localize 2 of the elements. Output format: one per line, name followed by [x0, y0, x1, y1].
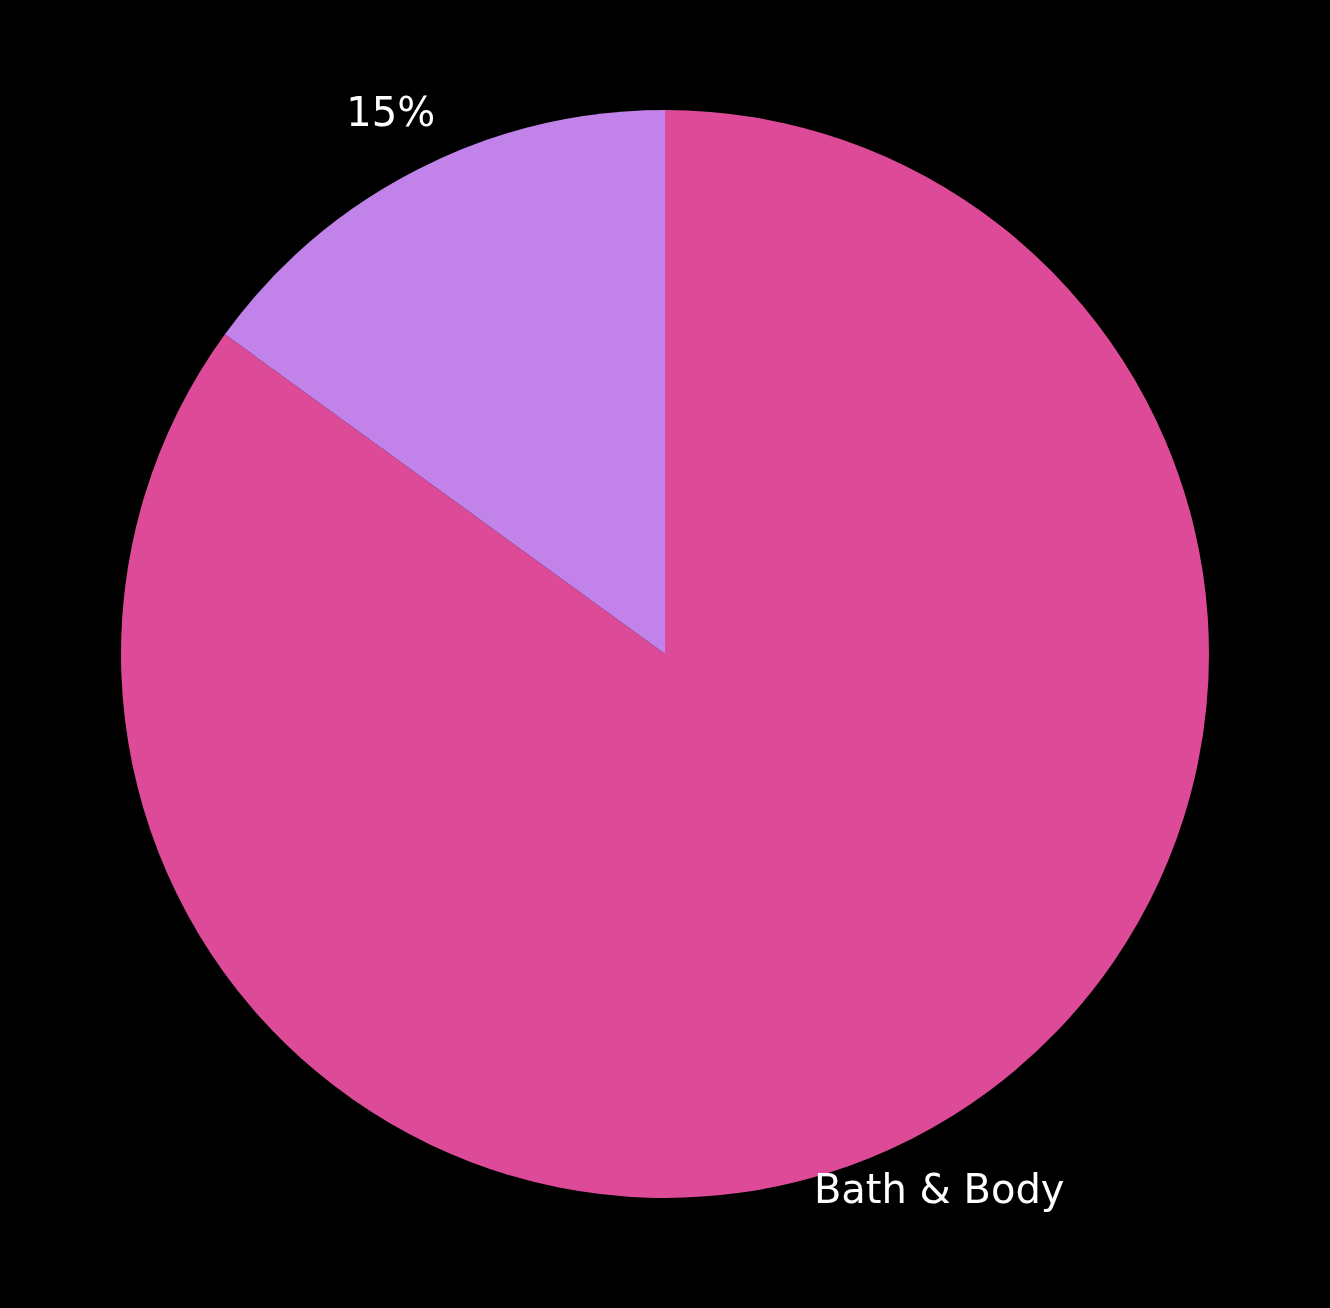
slice-label: Bath & Body [813, 1165, 1065, 1212]
data-label: 15% [346, 89, 436, 136]
